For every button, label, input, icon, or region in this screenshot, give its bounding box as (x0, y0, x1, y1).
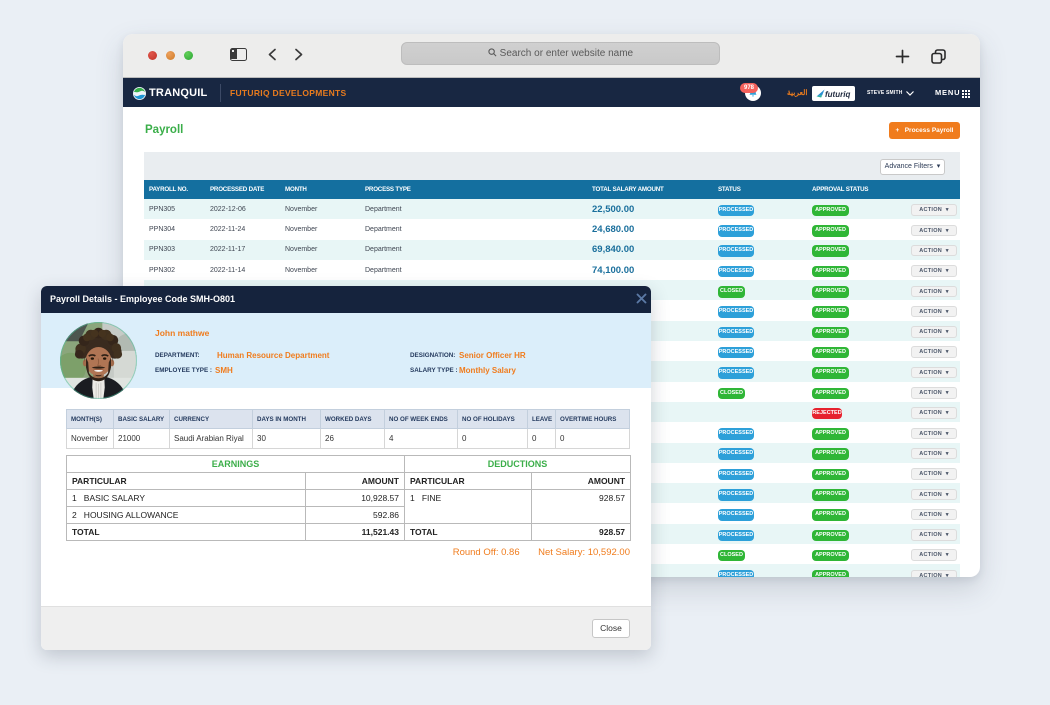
svg-text:futuriq: futuriq (825, 90, 850, 99)
